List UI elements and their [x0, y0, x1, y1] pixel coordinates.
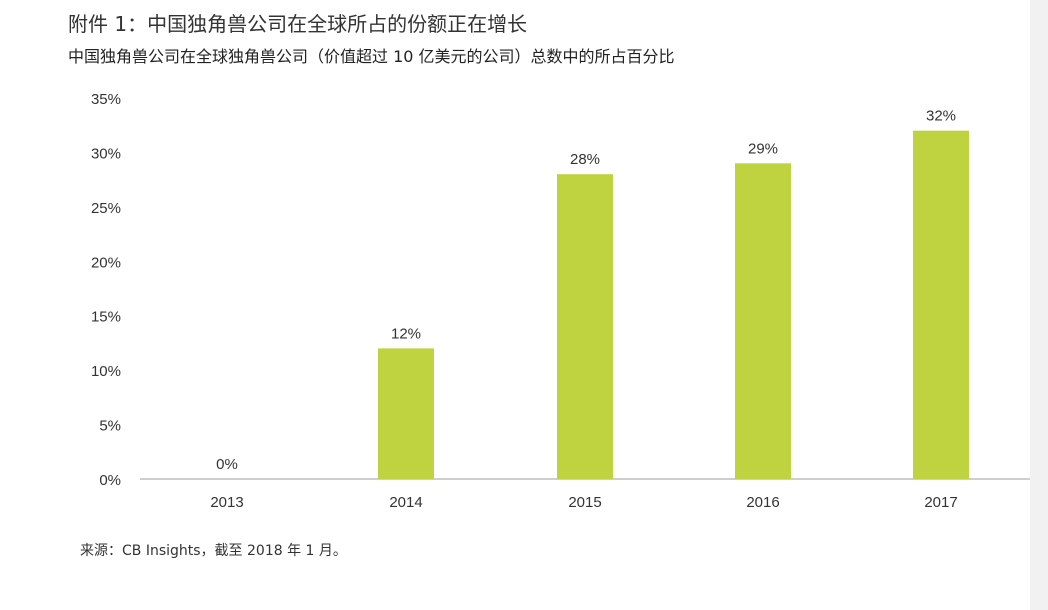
source-note: 来源：CB Insights，截至 2018 年 1 月。	[80, 543, 347, 559]
bar	[557, 174, 613, 479]
x-tick-label: 2017	[924, 494, 957, 511]
data-label: 32%	[926, 108, 956, 125]
y-tick-label: 20%	[91, 254, 121, 271]
data-label: 0%	[216, 456, 238, 473]
data-label: 29%	[748, 140, 778, 157]
y-tick-label: 35%	[91, 91, 121, 108]
y-tick-label: 30%	[91, 145, 121, 162]
y-tick-label: 15%	[91, 309, 121, 326]
x-tick-label: 2015	[568, 494, 601, 511]
chart-subtitle: 中国独角兽公司在全球独角兽公司（价值超过 10 亿美元的公司）总数中的所占百分比	[68, 47, 675, 66]
x-tick-label: 2013	[210, 494, 243, 511]
y-tick-label: 5%	[99, 418, 121, 435]
data-label: 12%	[391, 325, 421, 342]
y-tick-label: 0%	[99, 472, 121, 489]
bar	[378, 348, 434, 479]
right-edge-strip	[1030, 0, 1048, 610]
bar	[735, 163, 791, 480]
bar	[913, 130, 969, 479]
y-tick-label: 10%	[91, 363, 121, 380]
bar-chart: 0% 5% 10% 15% 20% 25% 30% 35% 0% 2013 12% 2014 28% 20…	[91, 91, 1030, 511]
x-tick-label: 2016	[746, 494, 779, 511]
y-tick-label: 25%	[91, 200, 121, 217]
data-label: 28%	[570, 151, 600, 168]
chart-title: 附件 1：中国独角兽公司在全球所占的份额正在增长	[68, 12, 528, 36]
x-tick-label: 2014	[389, 494, 422, 511]
